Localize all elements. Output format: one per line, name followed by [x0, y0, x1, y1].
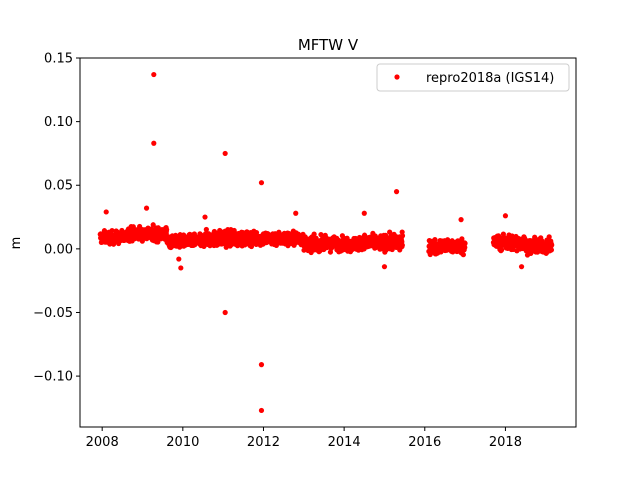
data-point	[549, 242, 555, 248]
y-tick-label: 0.00	[44, 242, 73, 257]
outlier-point	[502, 213, 509, 219]
legend-marker	[394, 74, 400, 80]
scatter-points	[97, 71, 555, 414]
y-axis-label: m	[9, 237, 24, 250]
data-point	[399, 242, 405, 248]
data-point	[109, 228, 115, 234]
data-point	[399, 233, 406, 239]
y-tick-label: −0.10	[33, 370, 73, 385]
data-point	[499, 247, 505, 253]
x-tick-label: 2010	[166, 435, 199, 450]
data-point	[203, 226, 209, 233]
outlier-point	[258, 362, 265, 368]
legend: repro2018a (IGS14)	[376, 63, 570, 92]
outlier-point	[222, 309, 228, 316]
y-tick-label: −0.05	[33, 306, 73, 321]
legend-label: repro2018a (IGS14)	[426, 71, 554, 86]
y-tick-label: 0.05	[44, 179, 73, 194]
x-tick-label: 2018	[489, 435, 522, 450]
y-axis-ticks: −0.10 −0.05 0.00 0.05 0.10 0.15	[33, 52, 80, 385]
x-tick-label: 2012	[247, 435, 280, 450]
x-tick-label: 2016	[408, 435, 441, 450]
outlier-point	[143, 205, 150, 211]
data-point	[387, 229, 393, 235]
outlier-point	[258, 407, 265, 414]
data-point	[459, 236, 465, 242]
data-point	[164, 227, 170, 233]
x-tick-label: 2008	[86, 435, 119, 450]
data-point	[460, 252, 466, 258]
outlier-point	[202, 214, 208, 220]
outlier-point	[176, 256, 182, 262]
x-tick-label: 2014	[328, 435, 361, 450]
outlier-point	[361, 210, 367, 216]
data-point	[548, 247, 555, 253]
data-point	[546, 234, 552, 240]
y-tick-label: 0.10	[44, 115, 73, 130]
data-point	[462, 240, 468, 246]
data-point	[432, 237, 438, 243]
outlier-point	[151, 71, 157, 78]
y-tick-label: 0.15	[44, 52, 73, 67]
outlier-point	[458, 217, 464, 223]
outlier-point	[178, 265, 184, 271]
outlier-point	[518, 264, 525, 270]
x-axis-ticks: 2008 2010 2012 2014 2016 2018	[86, 427, 522, 450]
outlier-point	[222, 150, 228, 157]
chart-title: MFTW V	[298, 36, 359, 54]
outlier-point	[393, 189, 400, 195]
data-point	[462, 244, 468, 251]
outlier-point	[381, 264, 388, 270]
outlier-point	[151, 140, 157, 146]
outlier-point	[103, 209, 109, 215]
data-point	[311, 231, 317, 237]
outlier-point	[258, 180, 265, 186]
outlier-point	[293, 210, 299, 216]
data-point	[318, 232, 324, 238]
plot-area	[79, 57, 577, 428]
legend-box	[376, 63, 570, 92]
